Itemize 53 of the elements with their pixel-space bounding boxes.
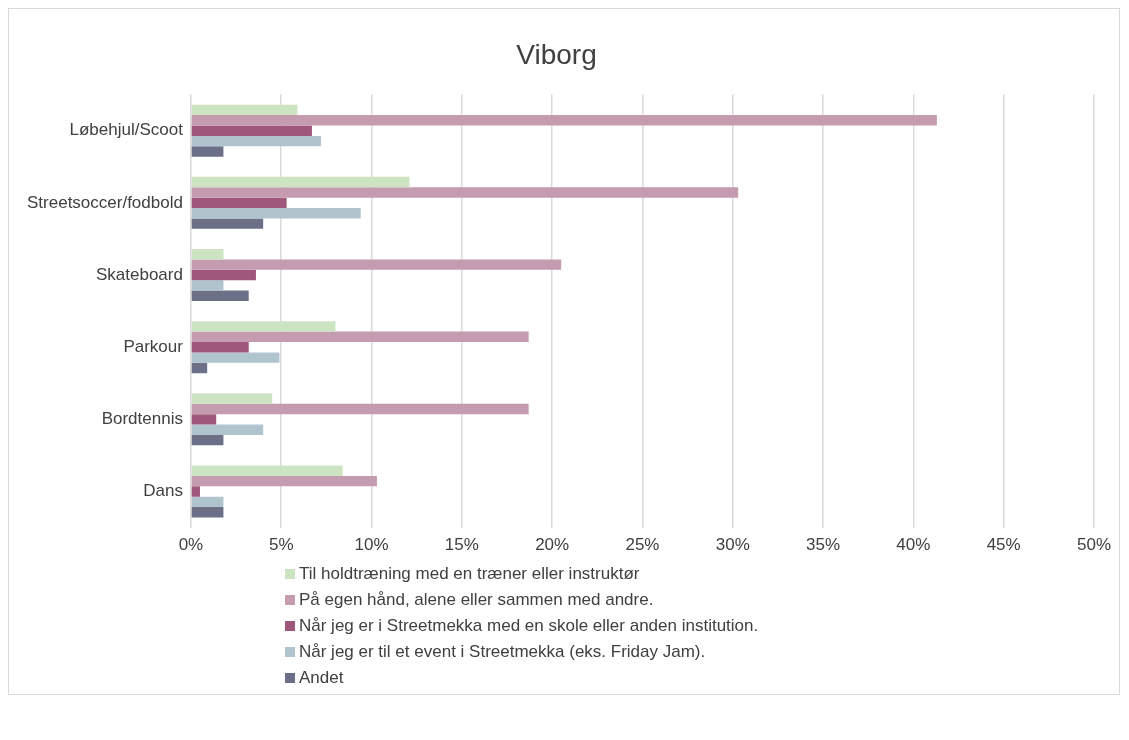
legend-label: Når jeg er til et event i Streetmekka (eks. Friday Jam). xyxy=(299,642,706,662)
x-tick-label: 20% xyxy=(535,535,570,555)
bar xyxy=(191,280,224,291)
bar xyxy=(191,475,377,487)
bar xyxy=(191,208,361,219)
legend-label: Når jeg er i Streetmekka med en skole eller anden institution. xyxy=(299,616,759,636)
y-tick-label: Løbehjul/Scoot xyxy=(69,120,184,140)
bar xyxy=(191,135,321,147)
legend-label: Til holdtræning med en træner eller instruktør xyxy=(299,564,640,584)
x-tick-label: 15% xyxy=(444,535,479,555)
x-tick-label: 0% xyxy=(178,535,204,555)
y-tick-label: Dans xyxy=(143,481,183,501)
bar xyxy=(191,341,249,353)
bar xyxy=(191,321,336,332)
bar xyxy=(191,331,529,342)
legend-label: Andet xyxy=(299,668,344,688)
bar xyxy=(191,486,200,497)
bar xyxy=(191,125,312,136)
x-tick-label: 5% xyxy=(268,535,294,555)
bar xyxy=(191,187,739,198)
bar xyxy=(191,414,217,425)
y-tick-label: Parkour xyxy=(123,336,184,356)
bar xyxy=(191,249,224,260)
bar xyxy=(191,434,224,446)
x-tick-label: 40% xyxy=(896,535,931,555)
bar xyxy=(191,393,273,404)
y-tick-label: Bordtennis xyxy=(101,409,183,429)
x-tick-label: 10% xyxy=(354,535,389,555)
bar xyxy=(191,465,343,476)
bar xyxy=(191,218,264,229)
bar xyxy=(191,146,224,157)
legend-label: På egen hånd, alene eller sammen med andre. xyxy=(299,590,654,610)
bar xyxy=(191,362,208,374)
bar xyxy=(191,176,410,188)
bar xyxy=(191,269,256,281)
x-tick-label: 25% xyxy=(625,535,660,555)
bar xyxy=(191,424,264,435)
bar xyxy=(191,197,287,209)
bar xyxy=(191,403,529,415)
bar xyxy=(191,496,224,508)
x-tick-label: 30% xyxy=(715,535,750,555)
y-tick-label: Streetsoccer/fodbold xyxy=(27,192,183,212)
bar xyxy=(191,104,298,116)
x-tick-label: 50% xyxy=(1076,535,1111,555)
bar xyxy=(191,259,562,270)
bar xyxy=(191,115,937,126)
bar xyxy=(191,352,280,363)
bar xyxy=(191,507,224,518)
x-tick-label: 35% xyxy=(806,535,841,555)
x-tick-label: 45% xyxy=(986,535,1021,555)
bar xyxy=(191,290,249,301)
chart-title: Viborg xyxy=(516,38,597,70)
y-tick-label: Skateboard xyxy=(95,264,183,284)
